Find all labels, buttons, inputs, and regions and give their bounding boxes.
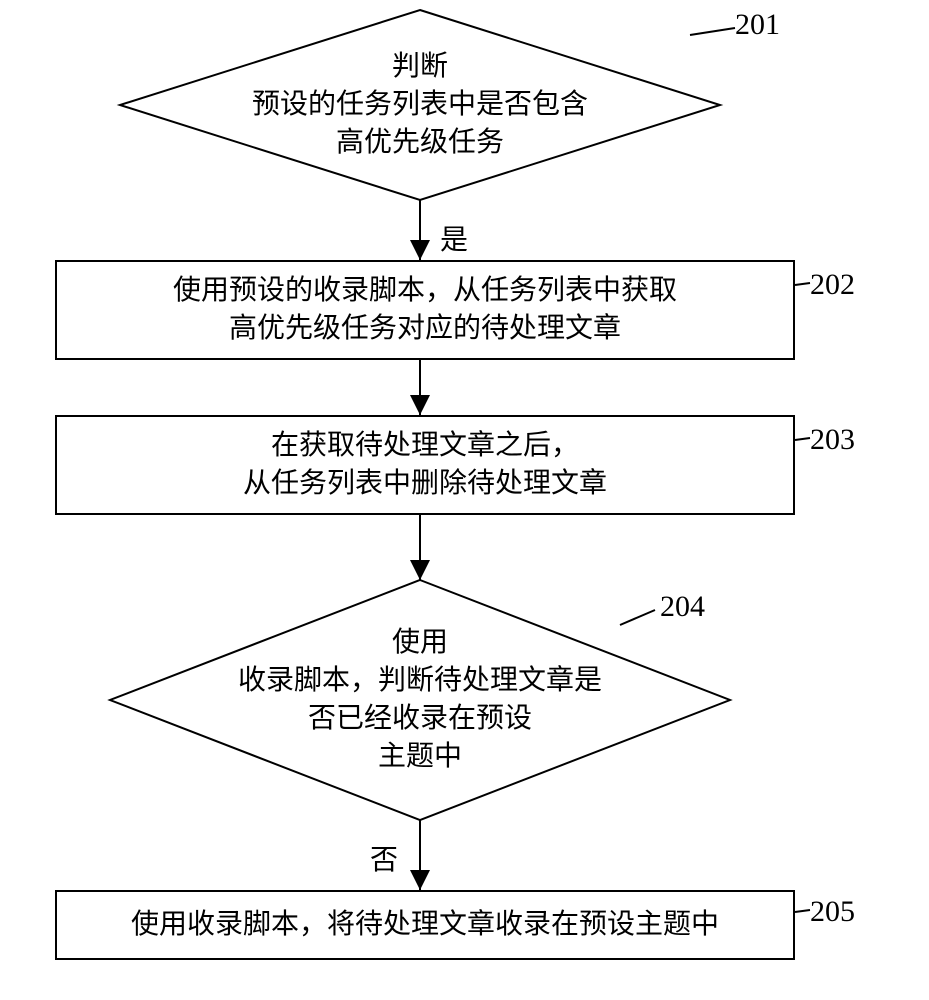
edge-label-yes: 是 bbox=[440, 218, 468, 258]
leader-201 bbox=[690, 28, 735, 35]
diamond-201-label: 判断 预设的任务列表中是否包含 高优先级任务 bbox=[120, 48, 720, 161]
leader-202 bbox=[795, 283, 810, 285]
edge-label-no: 否 bbox=[370, 838, 398, 878]
step-number-204: 204 bbox=[660, 590, 705, 624]
process-box-203: 在获取待处理文章之后， 从任务列表中删除待处理文章 bbox=[55, 415, 795, 515]
step-number-205: 205 bbox=[810, 895, 855, 929]
step-number-202: 202 bbox=[810, 268, 855, 302]
step-number-201: 201 bbox=[735, 8, 780, 42]
step-number-203: 203 bbox=[810, 423, 855, 457]
leader-205 bbox=[795, 910, 810, 912]
process-box-202: 使用预设的收录脚本，从任务列表中获取 高优先级任务对应的待处理文章 bbox=[55, 260, 795, 360]
process-box-205: 使用收录脚本，将待处理文章收录在预设主题中 bbox=[55, 890, 795, 960]
flowchart-canvas: 判断 预设的任务列表中是否包含 高优先级任务 201 使用预设的收录脚本，从任务… bbox=[0, 0, 929, 1000]
leader-203 bbox=[795, 438, 810, 440]
diamond-204-label: 使用 收录脚本，判断待处理文章是 否已经收录在预设 主题中 bbox=[110, 624, 730, 775]
leader-204 bbox=[620, 610, 655, 625]
